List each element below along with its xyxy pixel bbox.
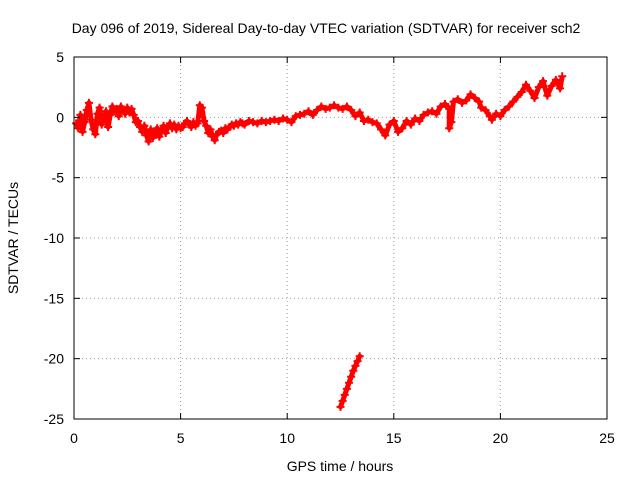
x-tick-label: 25 [599, 430, 615, 446]
y-tick-label: -15 [44, 290, 64, 306]
y-tick-label: -10 [44, 230, 64, 246]
grid-lines [74, 57, 607, 419]
x-tick-label: 5 [177, 430, 185, 446]
y-tick-label: -5 [52, 170, 65, 186]
y-tick-label: 5 [56, 49, 64, 65]
data-points [72, 72, 567, 411]
y-tick-labels: 5 0 -5 -10 -15 -20 -25 [44, 49, 64, 427]
plot-frame [73, 56, 608, 420]
data-series-band [73, 75, 565, 144]
x-tick-label: 15 [386, 430, 402, 446]
axes-frame [73, 56, 608, 420]
x-tick-label: 20 [493, 430, 509, 446]
x-axis-label: GPS time / hours [287, 458, 394, 474]
chart-title: Day 096 of 2019, Sidereal Day-to-day VTE… [72, 20, 581, 36]
data-series-tail [338, 353, 363, 410]
y-tick-label: -20 [44, 351, 64, 367]
x-tick-labels: 0 5 10 15 20 25 [70, 430, 615, 446]
y-axis-label: SDTVAR / TECUs [5, 182, 21, 294]
x-tick-label: 0 [70, 430, 78, 446]
x-tick-label: 10 [279, 430, 295, 446]
y-tick-label: -25 [44, 411, 64, 427]
y-tick-label: 0 [56, 109, 64, 125]
